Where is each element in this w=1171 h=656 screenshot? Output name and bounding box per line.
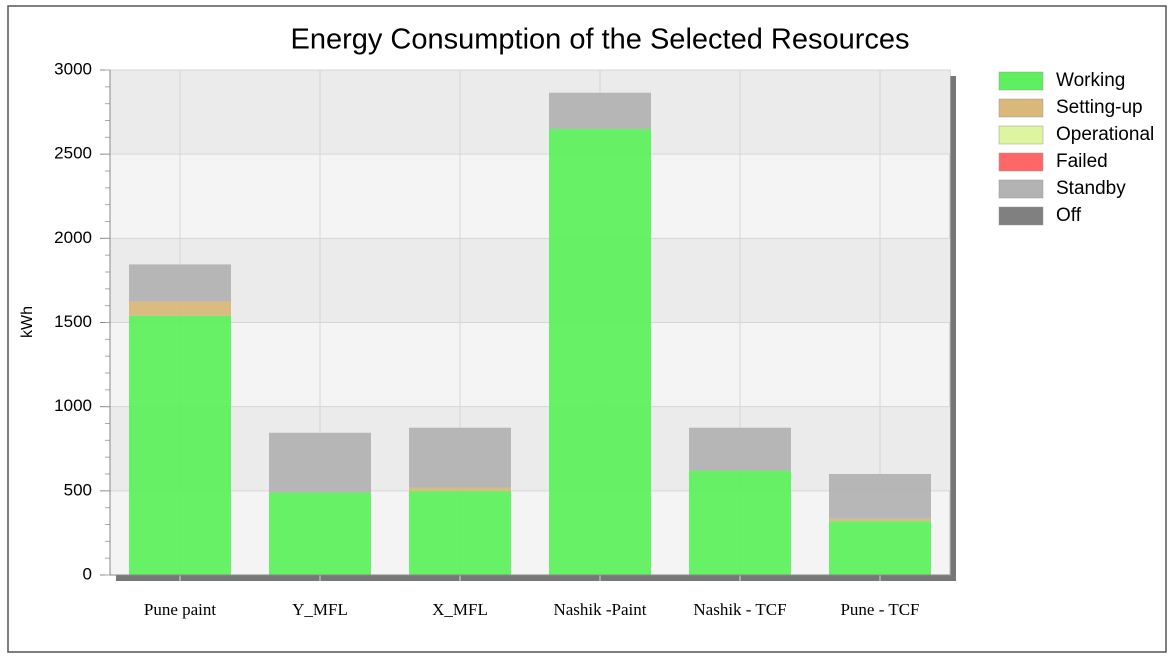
bar-segment: [549, 92, 651, 129]
x-tick-label: X_MFL: [432, 600, 488, 619]
legend-swatch: [998, 179, 1044, 199]
y-tick-label: 1500: [54, 312, 92, 331]
legend-label: Off: [1056, 205, 1082, 226]
bar-segment: [829, 521, 931, 575]
bar-segment: [409, 427, 511, 488]
legend-label: Standby: [1056, 178, 1126, 199]
bar-segment: [829, 518, 931, 522]
x-tick-label: Nashik - TCF: [693, 600, 786, 619]
legend-label: Operational: [1056, 124, 1154, 145]
y-tick-label: 1000: [54, 396, 92, 415]
bar-segment: [689, 470, 791, 575]
y-tick-label: 2500: [54, 144, 92, 163]
legend-swatch: [998, 71, 1044, 91]
bar-segment: [549, 128, 651, 575]
legend-swatch: [998, 152, 1044, 172]
grid-band: [110, 406, 950, 491]
legend-label: Failed: [1056, 151, 1108, 172]
bar-segment: [829, 474, 931, 519]
grid-band: [110, 238, 950, 323]
legend-label: Setting-up: [1056, 97, 1143, 118]
x-tick-label: Nashik -Paint: [553, 600, 646, 619]
grid-band: [110, 70, 950, 155]
bar-segment: [269, 432, 371, 493]
y-axis-label: kWh: [19, 306, 36, 338]
y-tick-label: 2000: [54, 228, 92, 247]
x-tick-label: Y_MFL: [292, 600, 348, 619]
x-tick-label: Pune paint: [144, 600, 217, 619]
bar-segment: [129, 264, 231, 302]
y-tick-label: 500: [64, 480, 92, 499]
y-tick-label: 3000: [54, 59, 92, 78]
bar-segment: [129, 315, 231, 575]
bar-segment: [269, 492, 371, 575]
legend-swatch: [998, 206, 1044, 226]
bar-segment: [409, 490, 511, 575]
bar-segment: [129, 301, 231, 316]
legend-swatch: [998, 125, 1044, 145]
chart-title: Energy Consumption of the Selected Resou…: [290, 24, 909, 56]
y-tick-label: 0: [83, 564, 92, 583]
bar-segment: [409, 487, 511, 491]
legend-label: Working: [1056, 70, 1125, 91]
legend-swatch: [998, 98, 1044, 118]
x-tick-label: Pune - TCF: [840, 600, 919, 619]
bar-segment: [689, 427, 791, 471]
